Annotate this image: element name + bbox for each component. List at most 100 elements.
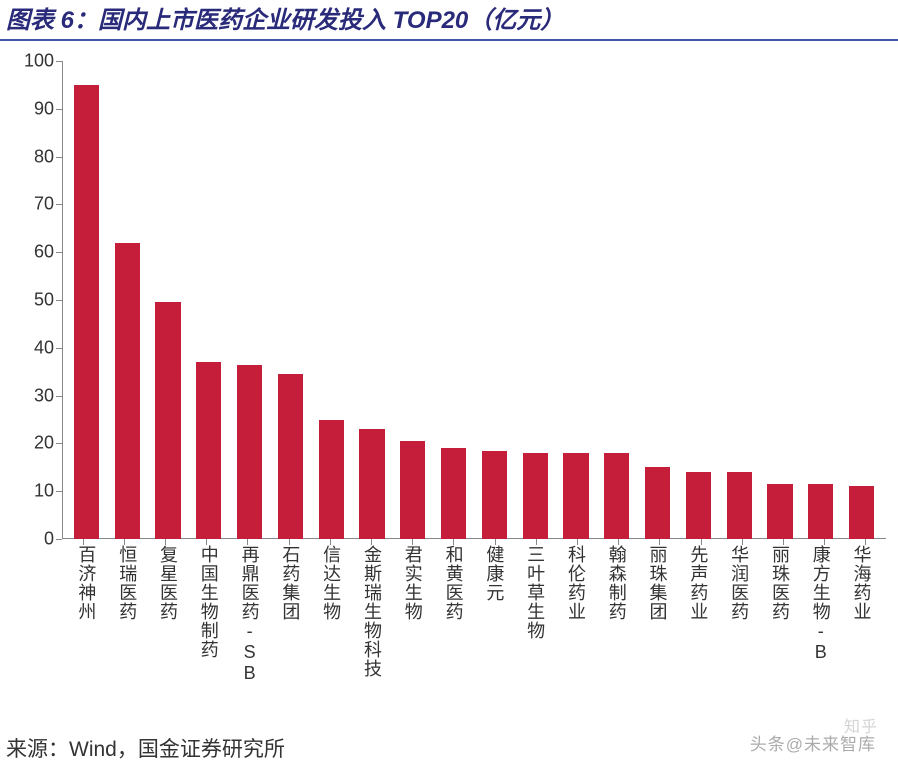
bar: [482, 451, 507, 539]
bar: [155, 302, 180, 539]
x-tick-mark: [824, 539, 825, 545]
bar-slot: [637, 61, 678, 539]
bar-slot: [556, 61, 597, 539]
x-label: 科伦药业: [563, 539, 589, 684]
x-label-slot: 金斯瑞生物科技: [352, 539, 393, 684]
bar: [523, 453, 548, 539]
x-label: 中国生物制药: [196, 539, 222, 684]
bar-slot: [841, 61, 882, 539]
x-label: 翰森制药: [604, 539, 630, 684]
bar-slot: [760, 61, 801, 539]
bar-slot: [433, 61, 474, 539]
x-label: 康方生物-B: [808, 539, 834, 684]
x-label: 华润医药: [726, 539, 752, 684]
x-tick-mark: [659, 539, 660, 545]
x-label-slot: 复星医药: [148, 539, 189, 684]
bar-slot: [596, 61, 637, 539]
x-label-slot: 华润医药: [719, 539, 760, 684]
y-tick-label: 30: [34, 385, 54, 406]
plot-outer: 0102030405060708090100 百济神州恒瑞医药复星医药中国生物制…: [0, 41, 898, 684]
x-label-slot: 丽珠集团: [637, 539, 678, 684]
title-prefix: 图表 6：: [6, 7, 98, 34]
bar-slot: [148, 61, 189, 539]
x-tick-mark: [783, 539, 784, 545]
x-tick-mark: [289, 539, 290, 545]
bar: [645, 467, 670, 539]
y-tick-label: 70: [34, 194, 54, 215]
bar: [727, 472, 752, 539]
x-label-slot: 再鼎医药-SB: [229, 539, 270, 684]
y-tick-label: 80: [34, 146, 54, 167]
x-tick-mark: [247, 539, 248, 545]
y-axis: 0102030405060708090100: [8, 61, 62, 539]
x-label-slot: 翰森制药: [596, 539, 637, 684]
x-tick-mark: [165, 539, 166, 545]
x-label: 和黄医药: [441, 539, 467, 684]
bar-slot: [719, 61, 760, 539]
x-label: 健康元: [481, 539, 507, 684]
bar: [604, 453, 629, 539]
bar-slot: [66, 61, 107, 539]
bar: [441, 448, 466, 539]
watermark-toutiao: 头条@未来智库: [750, 730, 876, 755]
bar: [849, 486, 874, 539]
x-tick-mark: [618, 539, 619, 545]
source-label: 来源：Wind，国金证券研究所: [6, 733, 285, 763]
x-tick-mark: [577, 539, 578, 545]
bar: [196, 362, 221, 539]
x-labels: 百济神州恒瑞医药复星医药中国生物制药再鼎医药-SB石药集团信达生物金斯瑞生物科技…: [62, 539, 886, 684]
x-tick-mark: [124, 539, 125, 545]
x-label-slot: 科伦药业: [556, 539, 597, 684]
x-label: 先声药业: [685, 539, 711, 684]
bar: [767, 484, 792, 539]
x-label: 复星医药: [155, 539, 181, 684]
bar-slot: [800, 61, 841, 539]
x-tick-mark: [865, 539, 866, 545]
x-label: 华海药业: [849, 539, 875, 684]
bar: [808, 484, 833, 539]
x-label-slot: 华海药业: [841, 539, 882, 684]
x-tick-mark: [453, 539, 454, 545]
bar: [115, 243, 140, 539]
chart-container: 图表 6：国内上市医药企业研发投入 TOP20（亿元） 010203040506…: [0, 0, 898, 773]
plot-area: 0102030405060708090100: [62, 61, 886, 539]
x-label: 百济神州: [73, 539, 99, 684]
x-tick-mark: [742, 539, 743, 545]
x-label: 石药集团: [277, 539, 303, 684]
bar: [563, 453, 588, 539]
y-tick-label: 40: [34, 337, 54, 358]
x-label: 金斯瑞生物科技: [359, 539, 385, 684]
y-tick-label: 0: [44, 529, 54, 550]
x-label-slot: 信达生物: [311, 539, 352, 684]
bar-slot: [311, 61, 352, 539]
bar: [319, 420, 344, 540]
x-label: 丽珠集团: [645, 539, 671, 684]
x-label: 丽珠医药: [767, 539, 793, 684]
bar-slot: [188, 61, 229, 539]
bar-slot: [678, 61, 719, 539]
x-tick-mark: [330, 539, 331, 545]
y-tick-label: 60: [34, 242, 54, 263]
x-label: 再鼎医药-SB: [237, 539, 263, 684]
x-label-slot: 三叶草生物: [515, 539, 556, 684]
bar-slot: [474, 61, 515, 539]
y-tick-label: 20: [34, 433, 54, 454]
bar: [359, 429, 384, 539]
bar: [278, 374, 303, 539]
bars-group: [62, 61, 886, 539]
x-label: 信达生物: [318, 539, 344, 684]
x-label-slot: 和黄医药: [433, 539, 474, 684]
x-label-slot: 百济神州: [66, 539, 107, 684]
x-tick-mark: [206, 539, 207, 545]
bar: [74, 85, 99, 539]
title-main: 国内上市医药企业研发投入 TOP20（亿元）: [98, 7, 564, 34]
bar: [237, 365, 262, 539]
x-label-slot: 君实生物: [392, 539, 433, 684]
y-tick-label: 10: [34, 481, 54, 502]
bar: [400, 441, 425, 539]
y-tick-mark: [56, 539, 62, 540]
y-tick-label: 50: [34, 290, 54, 311]
x-tick-mark: [412, 539, 413, 545]
x-label-slot: 中国生物制药: [188, 539, 229, 684]
x-label: 三叶草生物: [522, 539, 548, 684]
